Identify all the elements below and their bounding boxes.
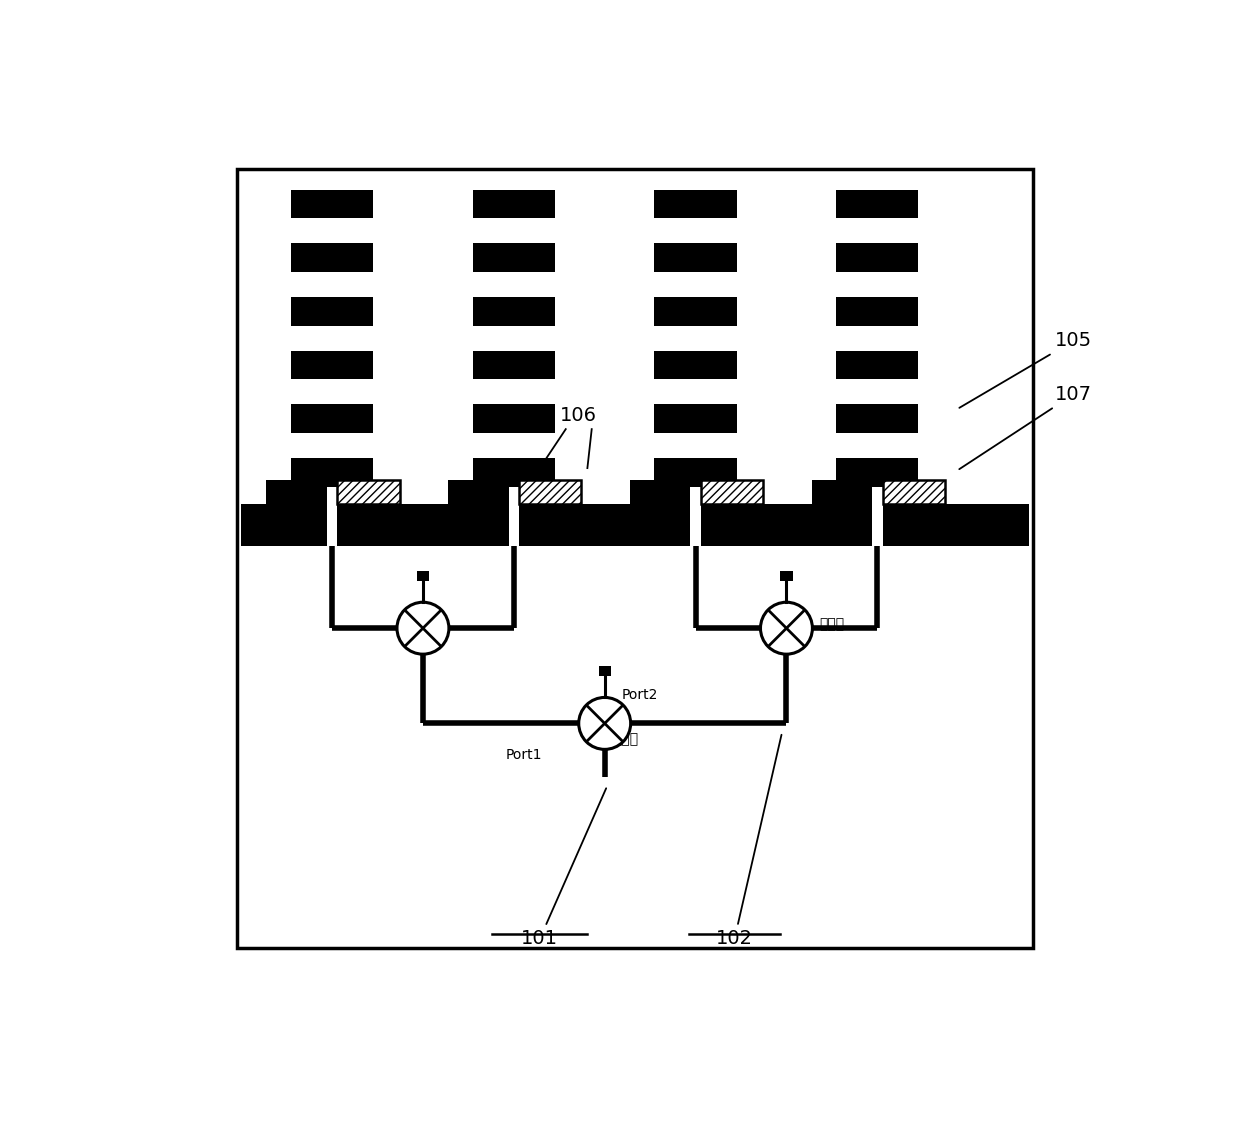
Bar [836, 405, 918, 433]
Bar [449, 480, 509, 505]
Bar [836, 244, 918, 272]
Bar [473, 244, 555, 272]
Circle shape [396, 602, 449, 654]
Bar [781, 571, 793, 581]
Bar [291, 244, 373, 272]
Bar [654, 405, 737, 433]
Text: 第一级: 第一级 [613, 732, 638, 746]
Text: 第二级: 第二级 [819, 617, 845, 631]
Bar [836, 297, 918, 326]
Bar [473, 459, 555, 487]
Bar [836, 351, 918, 380]
Bar [654, 244, 737, 272]
Bar [473, 405, 555, 433]
Bar [654, 297, 737, 326]
Text: 105: 105 [959, 332, 1092, 408]
Bar [882, 480, 945, 505]
Text: 106: 106 [560, 406, 597, 425]
Bar [473, 351, 555, 380]
Bar [291, 190, 373, 218]
Bar [654, 351, 737, 380]
Bar [416, 571, 429, 581]
Bar [509, 502, 519, 547]
Bar [598, 667, 611, 676]
Bar [266, 480, 327, 505]
Circle shape [579, 697, 631, 750]
Bar [872, 502, 882, 547]
Bar [291, 351, 373, 380]
Bar [242, 505, 1028, 546]
Text: Port2: Port2 [622, 688, 658, 701]
Bar [291, 459, 373, 487]
Bar [337, 480, 399, 505]
Bar [654, 190, 737, 218]
Text: 101: 101 [522, 788, 606, 949]
Text: Port1: Port1 [506, 749, 541, 762]
Bar [629, 480, 690, 505]
Bar [836, 459, 918, 487]
Bar [291, 297, 373, 326]
Bar [812, 480, 872, 505]
Bar [701, 480, 763, 505]
Bar [836, 190, 918, 218]
Bar [654, 459, 737, 487]
Bar [519, 480, 581, 505]
Text: 107: 107 [959, 386, 1092, 469]
Bar [473, 297, 555, 326]
Circle shape [761, 602, 813, 654]
Bar [327, 502, 337, 547]
Bar [690, 502, 701, 547]
Bar [291, 405, 373, 433]
Bar [473, 190, 555, 218]
Text: 102: 102 [716, 735, 782, 949]
